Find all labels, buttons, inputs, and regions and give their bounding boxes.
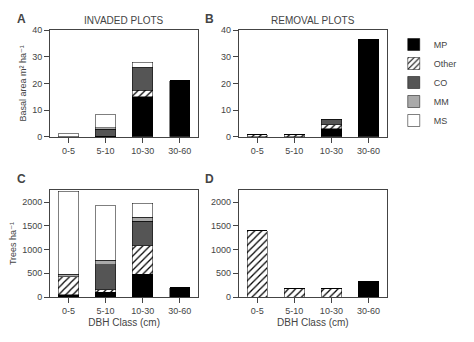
svg-text:10: 10 xyxy=(221,105,231,115)
svg-text:REMOVAL PLOTS: REMOVAL PLOTS xyxy=(271,15,355,26)
svg-text:30: 30 xyxy=(32,52,42,62)
svg-text:MP: MP xyxy=(434,40,448,50)
svg-text:D: D xyxy=(205,172,214,186)
svg-text:0-5: 0-5 xyxy=(62,306,75,316)
svg-text:500: 500 xyxy=(27,268,42,278)
svg-text:1000: 1000 xyxy=(22,245,42,255)
svg-text:5-10: 5-10 xyxy=(97,306,115,316)
svg-text:INVADED PLOTS: INVADED PLOTS xyxy=(84,15,164,26)
svg-text:DBH Class (cm): DBH Class (cm) xyxy=(277,317,349,328)
svg-text:1000: 1000 xyxy=(211,245,231,255)
svg-text:40: 40 xyxy=(32,25,42,35)
svg-text:5-10: 5-10 xyxy=(97,146,115,156)
svg-text:40: 40 xyxy=(221,25,231,35)
svg-text:10-30: 10-30 xyxy=(320,306,343,316)
svg-text:30-60: 30-60 xyxy=(168,146,191,156)
svg-text:Trees ha⁻¹: Trees ha⁻¹ xyxy=(8,222,18,265)
svg-text:CO: CO xyxy=(434,78,448,88)
svg-text:0-5: 0-5 xyxy=(62,146,75,156)
svg-text:MS: MS xyxy=(434,116,448,126)
svg-text:B: B xyxy=(205,12,214,26)
svg-text:2000: 2000 xyxy=(211,197,231,207)
svg-text:1500: 1500 xyxy=(22,221,42,231)
svg-text:0: 0 xyxy=(37,132,42,142)
svg-text:30: 30 xyxy=(221,52,231,62)
svg-text:1500: 1500 xyxy=(211,221,231,231)
svg-text:0: 0 xyxy=(226,132,231,142)
svg-text:0-5: 0-5 xyxy=(251,306,264,316)
svg-text:10-30: 10-30 xyxy=(131,146,154,156)
svg-text:C: C xyxy=(17,172,26,186)
svg-text:20: 20 xyxy=(221,79,231,89)
svg-text:30-60: 30-60 xyxy=(168,306,191,316)
svg-text:DBH Class (cm): DBH Class (cm) xyxy=(88,317,160,328)
svg-text:Basal area m² ha⁻¹: Basal area m² ha⁻¹ xyxy=(18,45,28,121)
svg-text:2000: 2000 xyxy=(22,197,42,207)
svg-text:0: 0 xyxy=(226,292,231,302)
svg-text:0: 0 xyxy=(37,292,42,302)
svg-text:0-5: 0-5 xyxy=(251,146,264,156)
svg-text:20: 20 xyxy=(32,79,42,89)
svg-text:30-60: 30-60 xyxy=(357,306,380,316)
svg-text:MM: MM xyxy=(434,97,449,107)
svg-text:A: A xyxy=(17,12,26,26)
svg-text:10-30: 10-30 xyxy=(131,306,154,316)
svg-text:10: 10 xyxy=(32,105,42,115)
svg-text:30-60: 30-60 xyxy=(357,146,380,156)
svg-text:500: 500 xyxy=(216,268,231,278)
svg-text:10-30: 10-30 xyxy=(320,146,343,156)
svg-text:5-10: 5-10 xyxy=(285,146,303,156)
svg-text:Other: Other xyxy=(434,59,457,69)
svg-text:5-10: 5-10 xyxy=(285,306,303,316)
